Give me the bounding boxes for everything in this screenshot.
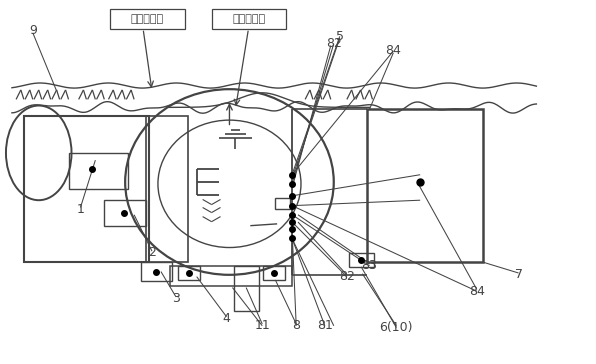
Bar <box>367 109 483 262</box>
Bar <box>170 266 292 286</box>
Text: 2: 2 <box>148 246 156 260</box>
Bar <box>349 253 374 267</box>
Bar <box>141 262 172 281</box>
Text: 7: 7 <box>514 268 523 281</box>
Bar <box>110 9 185 29</box>
Bar <box>234 266 259 311</box>
Bar <box>104 200 146 226</box>
Text: 83: 83 <box>362 259 377 272</box>
Bar <box>24 116 149 262</box>
Text: 81: 81 <box>317 319 333 332</box>
Text: 84: 84 <box>386 44 401 58</box>
Text: 82: 82 <box>339 270 355 283</box>
Text: 6(10): 6(10) <box>380 321 413 334</box>
Bar <box>275 198 290 209</box>
Bar <box>146 116 188 262</box>
Text: 8: 8 <box>292 319 300 332</box>
Text: 9: 9 <box>29 24 37 37</box>
Bar <box>212 9 286 29</box>
Text: 水田硬地面: 水田硬地面 <box>131 14 164 24</box>
Bar <box>263 266 285 280</box>
Text: 11: 11 <box>254 319 270 332</box>
Text: 4: 4 <box>222 312 231 325</box>
Text: 水田上表面: 水田上表面 <box>232 14 265 24</box>
Text: 3: 3 <box>172 292 180 305</box>
Text: 1: 1 <box>76 203 85 216</box>
Text: 82: 82 <box>326 37 342 50</box>
Text: 84: 84 <box>469 285 485 298</box>
Text: 5: 5 <box>336 30 344 43</box>
Bar <box>69 153 128 189</box>
Bar <box>178 266 200 280</box>
